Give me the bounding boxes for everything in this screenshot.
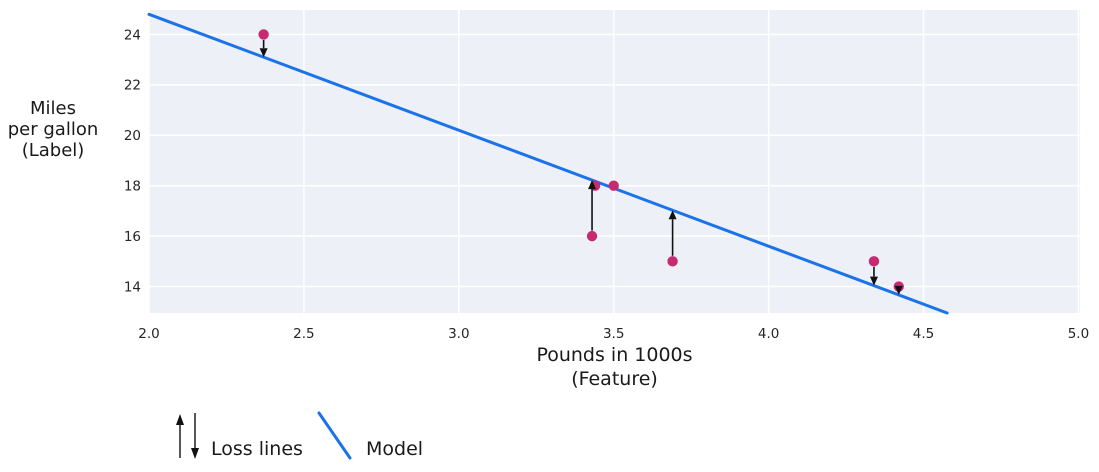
x-axis-label-line1: Pounds in 1000s — [536, 344, 693, 366]
y-axis-label-line3: (Label) — [21, 140, 85, 161]
loss-line-head — [894, 285, 903, 295]
x-tick-label: 3.0 — [448, 326, 469, 342]
data-point — [868, 256, 880, 267]
legend-loss-lines-label: Loss lines — [211, 438, 303, 460]
y-tick-label: 14 — [124, 279, 141, 295]
x-tick-label: 4.0 — [758, 326, 779, 342]
legend-down-arrow-icon-head — [191, 448, 199, 459]
x-tick-label: 2.0 — [138, 326, 159, 342]
x-tick-label: 5.0 — [1068, 326, 1089, 342]
loss-line-head — [869, 276, 878, 286]
x-tick-label: 3.5 — [603, 326, 624, 342]
legend-model-label: Model — [366, 438, 424, 460]
data-point — [608, 180, 619, 191]
plot-area — [149, 10, 1080, 313]
y-axis-label: Miles per gallon (Label) — [0, 98, 106, 161]
legend-up-arrow-icon-head — [176, 414, 184, 425]
y-tick-label: 18 — [124, 178, 141, 194]
data-point — [667, 256, 678, 267]
y-tick-label: 20 — [124, 128, 141, 144]
x-tick-label: 2.5 — [293, 326, 314, 342]
y-tick-label: 22 — [124, 78, 141, 94]
x-tick-label: 4.5 — [913, 326, 934, 342]
model-line — [147, 12, 949, 315]
loss-line-head — [588, 180, 597, 190]
data-point — [586, 230, 598, 242]
loss-line-head — [259, 48, 268, 58]
x-axis-label: Pounds in 1000s (Feature) — [149, 343, 1080, 391]
x-axis-label-line2: (Feature) — [571, 368, 658, 390]
data-point — [258, 29, 269, 40]
legend-model-line-icon — [317, 411, 352, 460]
loss-line-head — [668, 210, 677, 220]
y-tick-label: 16 — [124, 229, 141, 245]
y-axis-label-line1: Miles — [30, 98, 76, 119]
y-tick-label: 24 — [124, 27, 141, 43]
y-axis-label-line2: per gallon — [7, 119, 99, 140]
